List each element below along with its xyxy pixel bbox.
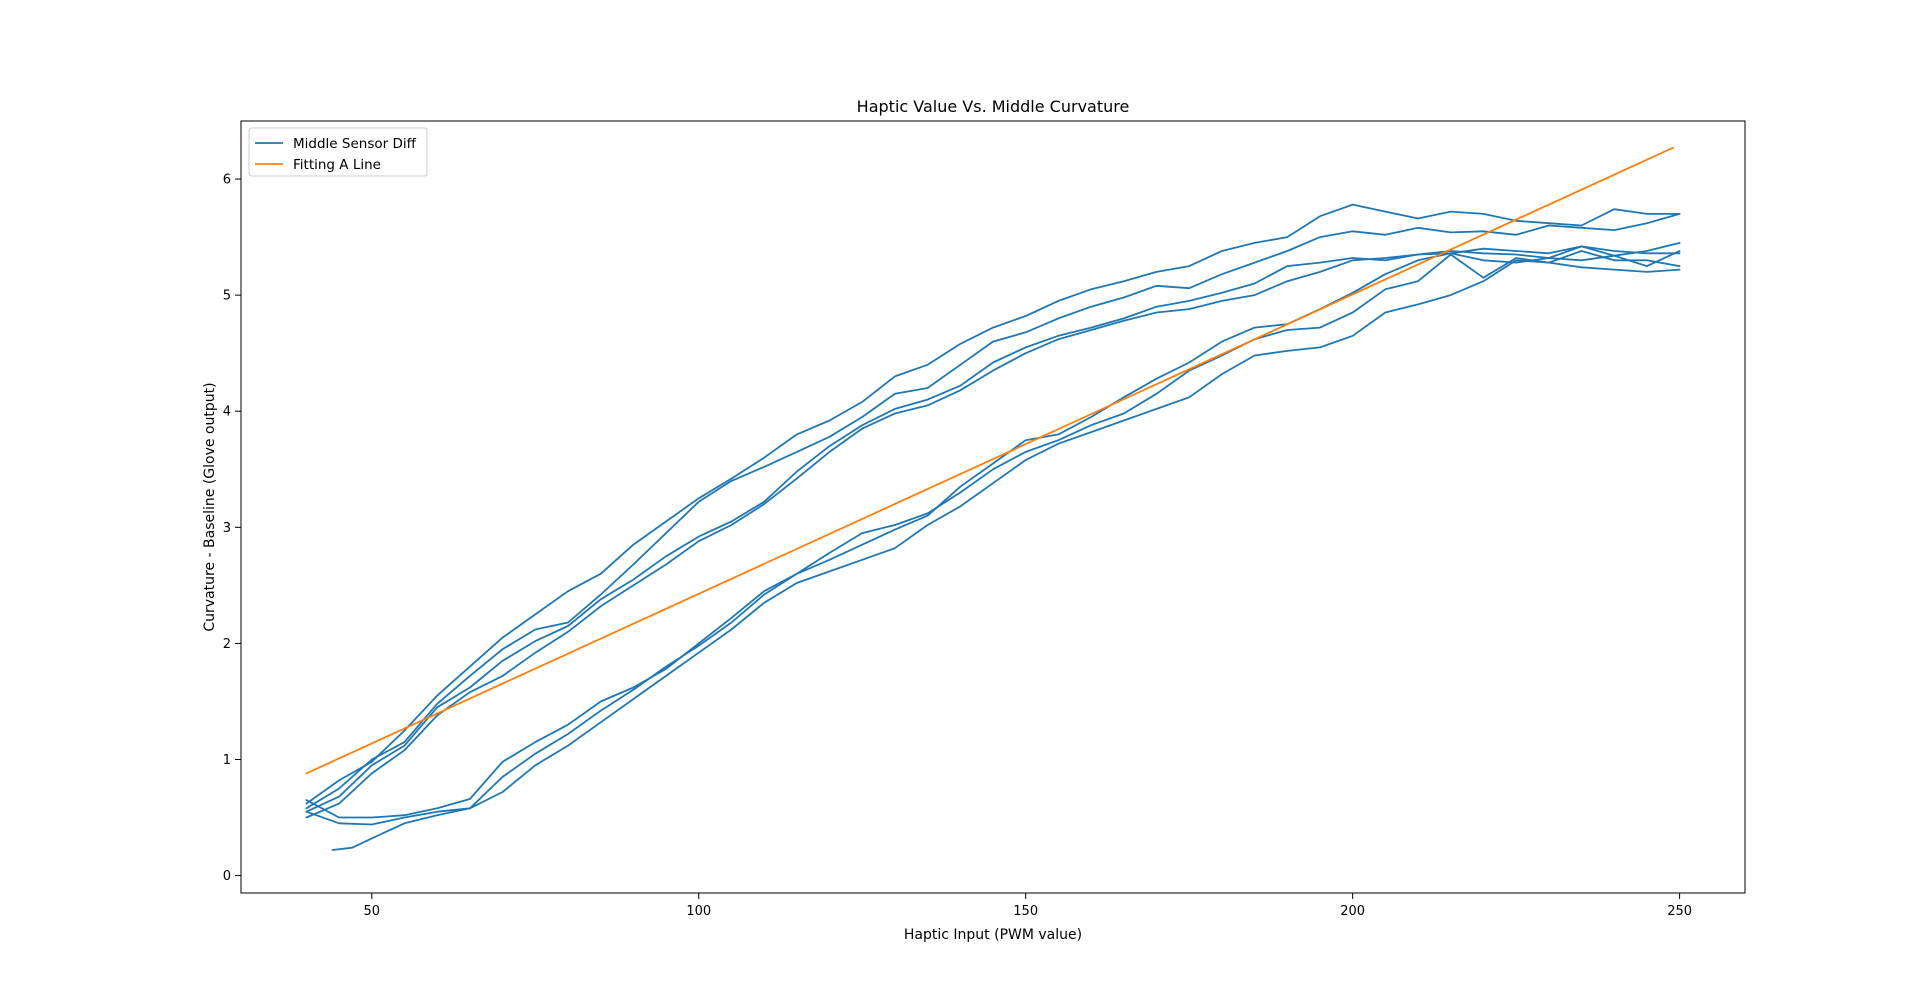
legend-label-sensor: Middle Sensor Diff xyxy=(293,136,417,152)
y-axis-label: Curvature - Baseline (Glove output) xyxy=(202,382,218,631)
sensor-series-line-3 xyxy=(305,241,1681,813)
x-tick-label: 100 xyxy=(686,904,711,919)
legend-box xyxy=(248,127,428,177)
y-tick-label: 1 xyxy=(223,753,231,768)
sensor-series-line-1 xyxy=(305,203,1681,805)
x-tick-label: 150 xyxy=(1013,904,1038,919)
x-tick-label: 200 xyxy=(1340,904,1365,919)
sensor-series-line-2 xyxy=(305,212,1681,810)
sensor-series-line-7 xyxy=(331,259,1681,851)
sensor-series-line-4 xyxy=(305,245,1681,819)
legend-label-fit: Fitting A Line xyxy=(293,157,381,173)
plot-frame xyxy=(240,120,1746,894)
y-tick-label: 4 xyxy=(223,405,231,420)
axes: 50 100 150 200 250 0 1 2 3 4 5 6 xyxy=(223,120,1746,919)
x-tick-label: 250 xyxy=(1667,904,1692,919)
plot-area xyxy=(305,146,1681,851)
legend: Middle Sensor Diff Fitting A Line xyxy=(248,127,428,177)
x-axis-label: Haptic Input (PWM value) xyxy=(904,927,1082,943)
y-tick-label: 2 xyxy=(223,637,231,652)
chart-title: Haptic Value Vs. Middle Curvature xyxy=(857,97,1130,116)
y-tick-label: 6 xyxy=(223,173,231,188)
fit-line xyxy=(305,146,1674,775)
x-tick-label: 50 xyxy=(364,904,381,919)
y-tick-label: 5 xyxy=(223,289,231,304)
y-tick-label: 0 xyxy=(223,869,231,884)
y-tick-label: 3 xyxy=(223,521,231,536)
sensor-series-line-6 xyxy=(305,250,1681,826)
sensor-series-line-5 xyxy=(305,245,1681,819)
